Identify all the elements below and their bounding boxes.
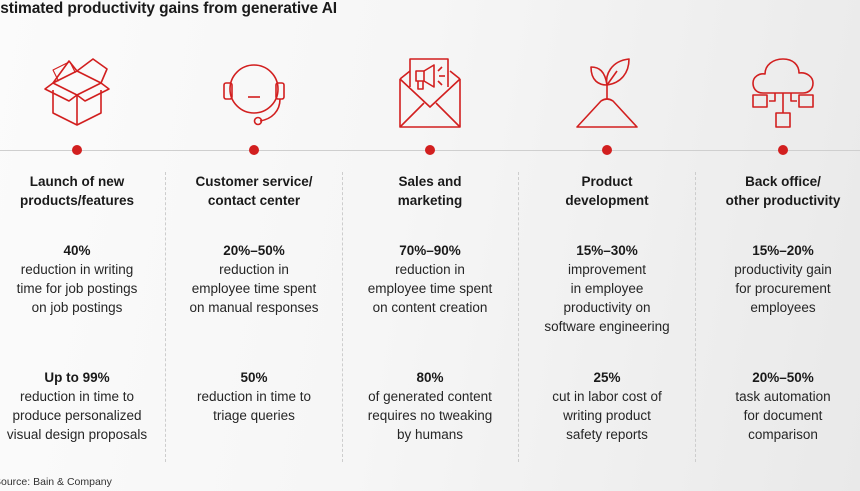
stat-description: reduction in employee time spent on manu… [189, 262, 319, 315]
source-note: Source: Bain & Company [0, 476, 112, 488]
stat-description: improvement in employee productivity on … [544, 262, 670, 334]
stat-description: reduction in writing time for job postin… [16, 262, 138, 315]
column-divider [165, 172, 166, 462]
open-box-icon [44, 57, 110, 129]
stat-block: 50% reduction in time to triage queries [160, 368, 348, 425]
column-heading: Product development [565, 174, 649, 208]
stat-description: of generated content requires no tweakin… [367, 389, 493, 442]
timeline-dot [72, 145, 82, 155]
cloud-network-icon [751, 57, 815, 129]
stat-value: 25% [593, 370, 621, 385]
column-launch-products: Launch of new products/features 40% redu… [0, 0, 165, 491]
envelope-megaphone-icon [398, 57, 462, 129]
stat-description: cut in labor cost of writing product saf… [552, 389, 662, 442]
column-sales-marketing: Sales and marketing 70%–90% reduction in… [342, 0, 518, 491]
column-heading: Customer service/ contact center [195, 174, 313, 208]
stat-value: 80% [416, 370, 444, 385]
column-heading: Back office/ other productivity [725, 174, 841, 208]
stat-block: 80% of generated content requires no twe… [336, 368, 524, 444]
stat-value: Up to 99% [44, 370, 110, 385]
column-divider [518, 172, 519, 462]
stat-value: 70%–90% [399, 243, 461, 258]
column-heading: Launch of new products/features [19, 174, 135, 208]
stat-block: 20%–50% task automation for document com… [689, 368, 860, 444]
stat-block: 15%–30% improvement in employee producti… [513, 241, 701, 336]
column-heading: Sales and marketing [397, 174, 463, 208]
stat-block: 20%–50% reduction in employee time spent… [160, 241, 348, 317]
stat-value: 15%–30% [576, 243, 638, 258]
stat-description: reduction in time to produce personalize… [6, 389, 148, 442]
column-divider [695, 172, 696, 462]
column-product-development: Product development 15%–30% improvement … [519, 0, 695, 491]
stat-block: 40% reduction in writing time for job po… [0, 241, 171, 317]
stat-description: task automation for document comparison [735, 389, 831, 442]
stat-block: Up to 99% reduction in time to produce p… [0, 368, 171, 444]
column-back-office: Back office/ other productivity 15%–20% … [695, 0, 860, 491]
timeline-dot [778, 145, 788, 155]
stat-block: 70%–90% reduction in employee time spent… [336, 241, 524, 317]
column-customer-service: Customer service/ contact center 20%–50%… [166, 0, 342, 491]
stat-block: 15%–20% productivity gain for procuremen… [689, 241, 860, 317]
stat-description: reduction in employee time spent on cont… [367, 262, 493, 315]
stat-description: reduction in time to triage queries [196, 389, 312, 423]
column-divider [342, 172, 343, 462]
headset-icon [222, 57, 286, 129]
stat-value: 50% [240, 370, 268, 385]
page-title: Estimated productivity gains from genera… [0, 0, 338, 17]
stat-block: 25% cut in labor cost of writing product… [513, 368, 701, 444]
timeline-dot [602, 145, 612, 155]
stat-description: productivity gain for procurement employ… [734, 262, 832, 315]
sprout-icon [575, 57, 639, 129]
stat-value: 20%–50% [223, 243, 285, 258]
stat-value: 15%–20% [752, 243, 814, 258]
stat-value: 40% [63, 243, 91, 258]
stat-value: 20%–50% [752, 370, 814, 385]
timeline-dot [425, 145, 435, 155]
timeline-dot [249, 145, 259, 155]
